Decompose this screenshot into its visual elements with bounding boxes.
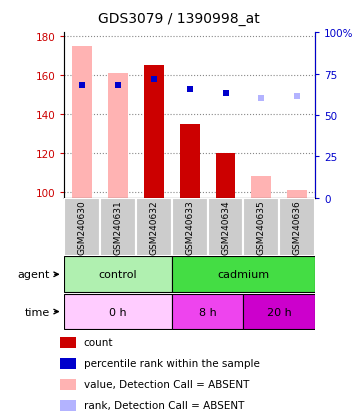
Bar	[60, 337, 76, 348]
Bar	[100, 198, 136, 256]
Bar	[64, 257, 172, 292]
Text: control: control	[99, 270, 137, 280]
Text: GSM240631: GSM240631	[113, 200, 123, 254]
Text: GSM240634: GSM240634	[221, 200, 230, 254]
Bar	[136, 198, 172, 256]
Bar	[60, 379, 76, 389]
Text: time: time	[25, 307, 50, 317]
Bar	[60, 358, 76, 369]
Bar	[172, 198, 208, 256]
Text: GSM240635: GSM240635	[257, 200, 266, 254]
Text: GSM240630: GSM240630	[78, 200, 87, 254]
Bar	[287, 190, 307, 198]
Text: 8 h: 8 h	[199, 307, 217, 317]
Text: percentile rank within the sample: percentile rank within the sample	[84, 358, 260, 368]
Bar	[180, 124, 200, 198]
Bar	[216, 154, 235, 198]
Bar	[60, 400, 76, 411]
Bar	[144, 66, 164, 198]
Text: 0 h: 0 h	[109, 307, 127, 317]
Bar	[108, 74, 128, 198]
Text: GSM240633: GSM240633	[185, 200, 194, 254]
Bar	[208, 198, 243, 256]
Text: 20 h: 20 h	[267, 307, 292, 317]
Bar	[172, 294, 243, 330]
Text: value, Detection Call = ABSENT: value, Detection Call = ABSENT	[84, 379, 249, 389]
Bar	[251, 177, 271, 198]
Text: GDS3079 / 1390998_at: GDS3079 / 1390998_at	[98, 12, 260, 26]
Text: count: count	[84, 337, 113, 347]
Bar	[64, 198, 100, 256]
Text: rank, Detection Call = ABSENT: rank, Detection Call = ABSENT	[84, 400, 244, 410]
Bar	[64, 294, 172, 330]
Bar	[243, 294, 315, 330]
Text: cadmium: cadmium	[217, 270, 270, 280]
Bar	[279, 198, 315, 256]
Text: agent: agent	[18, 270, 50, 280]
Text: GSM240632: GSM240632	[149, 200, 159, 254]
Text: GSM240636: GSM240636	[292, 200, 302, 254]
Bar	[243, 198, 279, 256]
Bar	[72, 47, 92, 198]
Bar	[172, 257, 315, 292]
